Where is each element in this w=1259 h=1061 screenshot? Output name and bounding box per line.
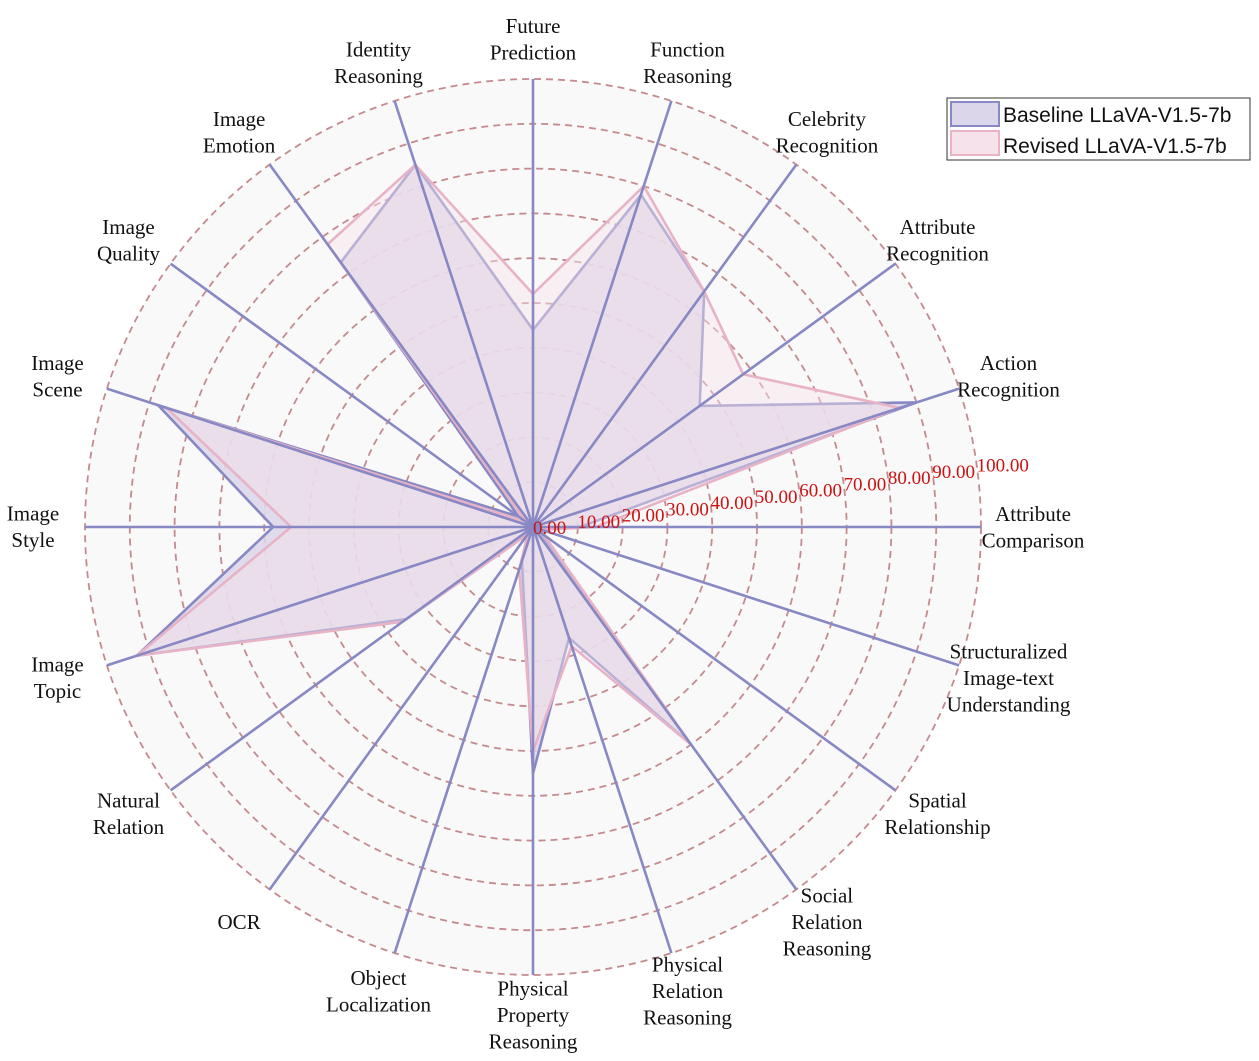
category-label: Function Reasoning <box>643 38 732 89</box>
axis-spoke <box>532 262 897 529</box>
category-label-line: Identity <box>346 38 412 62</box>
tick-label: 10.00 <box>577 512 620 533</box>
category-label: Image Emotion <box>203 107 276 157</box>
category-label: Structuralized Image-text Understanding <box>947 639 1071 716</box>
category-label-line: Reasoning <box>334 64 423 88</box>
category-label-line: Property <box>497 1003 570 1027</box>
legend-label-revised: Revised LLaVA-V1.5-7b <box>1003 135 1227 158</box>
category-label-line: Understanding <box>947 692 1071 716</box>
category-label-line: Physical <box>652 953 723 977</box>
category-label-line: Localization <box>326 992 431 1016</box>
category-label: Physical Relation Reasoning <box>643 953 732 1030</box>
category-label-line: Image-text <box>963 666 1054 690</box>
axis-spoke <box>106 525 534 667</box>
category-label: Attribute Recognition <box>886 215 989 266</box>
legend-label-baseline: Baseline LLaVA-V1.5-7b <box>1003 104 1231 127</box>
category-label-line: Prediction <box>490 40 577 64</box>
category-label: Identity Reasoning <box>334 38 423 89</box>
category-label-line: Quality <box>97 241 160 265</box>
tick-label: 70.00 <box>844 474 887 495</box>
category-label-line: Reasoning <box>489 1030 578 1054</box>
axis-spokes <box>85 79 981 975</box>
axis-spoke <box>532 525 897 792</box>
axis-spoke <box>106 387 534 529</box>
category-label-line: Recognition <box>776 133 879 157</box>
tick-label: 40.00 <box>711 493 754 514</box>
category-label-line: Comparison <box>982 528 1085 552</box>
category-label-line: Attribute <box>900 215 976 239</box>
axis-spoke <box>393 100 535 528</box>
category-label-line: Spatial <box>908 789 966 813</box>
axis-spoke <box>169 262 534 529</box>
category-label-line: Scene <box>32 377 82 401</box>
category-label-line: Natural <box>97 789 160 813</box>
category-label-line: Object <box>351 966 407 990</box>
category-label: Natural Relation <box>93 789 165 840</box>
category-label: OCR <box>218 910 261 934</box>
category-label-line: Image <box>7 502 59 526</box>
category-label-line: Image <box>102 215 154 239</box>
category-label-line: Celebrity <box>788 107 867 131</box>
category-label-line: Recognition <box>957 377 1060 401</box>
category-label-line: Social <box>801 883 854 907</box>
category-label-line: Relation <box>93 815 165 839</box>
tick-label: 50.00 <box>755 487 798 508</box>
category-label-line: Image <box>31 351 83 375</box>
category-label-line: Image <box>31 653 83 677</box>
tick-label: 30.00 <box>666 499 709 520</box>
category-label-line: Recognition <box>886 241 989 265</box>
category-label: Celebrity Recognition <box>776 107 879 157</box>
category-label: Image Scene <box>31 351 83 402</box>
tick-label: 60.00 <box>799 481 842 502</box>
category-label-line: Structuralized <box>950 639 1068 663</box>
category-label: Object Localization <box>326 966 431 1017</box>
category-label: Social Relation Reasoning <box>783 883 872 960</box>
category-label-line: Emotion <box>203 133 276 157</box>
category-label-line: OCR <box>218 910 261 934</box>
tick-label: 90.00 <box>932 462 975 483</box>
category-label: Image Topic <box>31 653 83 704</box>
axis-spoke <box>531 526 798 891</box>
category-label-line: Reasoning <box>783 936 872 960</box>
category-label: Future Prediction <box>490 14 577 65</box>
tick-label: 100.00 <box>977 456 1029 477</box>
tick-label: 0.00 <box>533 518 566 539</box>
tick-label: 80.00 <box>888 468 931 489</box>
category-label: Image Style <box>7 502 59 553</box>
category-label: Image Quality <box>97 215 160 266</box>
axis-spoke <box>268 526 535 891</box>
category-label-line: Relation <box>652 979 724 1003</box>
legend: Baseline LLaVA-V1.5-7b Revised LLaVA-V1.… <box>946 97 1251 161</box>
category-label: Physical Property Reasoning <box>489 977 578 1054</box>
axis-spoke <box>531 163 798 528</box>
radial-tick-labels: 0.00 10.00 20.00 30.00 40.00 50.00 60.00 70.00 8… <box>533 456 1029 539</box>
category-label-line: Attribute <box>995 502 1071 526</box>
category-label-line: Function <box>650 38 725 62</box>
category-label-line: Action <box>980 351 1038 375</box>
axis-spoke <box>532 525 960 667</box>
axis-spoke <box>169 525 534 792</box>
category-label-line: Image <box>213 107 265 131</box>
category-label: Action Recognition <box>957 351 1060 402</box>
axis-spoke <box>531 526 673 954</box>
category-label: Spatial Relationship <box>884 789 990 840</box>
axis-spoke <box>532 387 960 529</box>
legend-swatch-revised <box>950 130 1000 156</box>
axis-spoke <box>393 526 535 954</box>
axis-spoke <box>268 163 535 528</box>
tick-label: 20.00 <box>622 506 665 527</box>
category-label: Attribute Comparison <box>982 502 1085 553</box>
category-label-line: Physical <box>497 977 568 1001</box>
category-label-line: Topic <box>34 679 82 703</box>
category-label-line: Reasoning <box>643 1006 732 1030</box>
category-label-line: Relationship <box>884 815 990 839</box>
category-label-line: Relation <box>791 910 863 934</box>
category-label-line: Style <box>11 528 54 552</box>
category-label-line: Reasoning <box>643 64 732 88</box>
category-label-line: Future <box>506 14 561 38</box>
legend-swatch-baseline <box>950 101 1000 127</box>
axis-spoke <box>531 100 673 528</box>
